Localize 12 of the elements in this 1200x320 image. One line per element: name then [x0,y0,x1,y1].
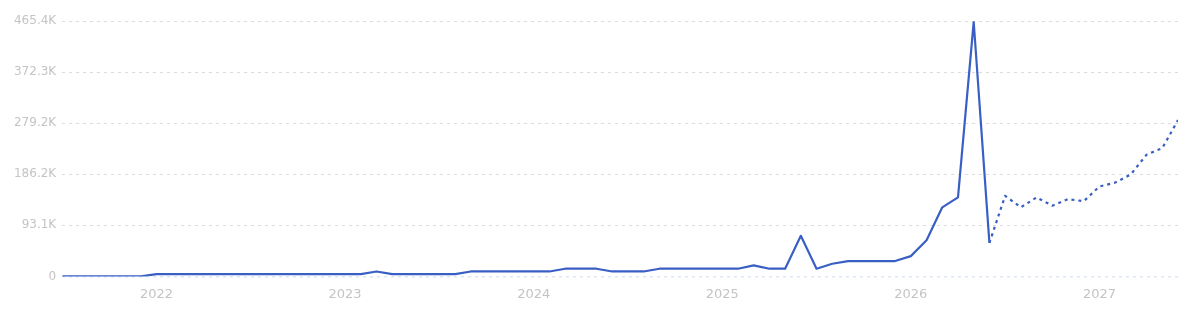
x-tick-label: 2022 [139,285,174,301]
x-tick-label: 2027 [1082,285,1116,301]
y-tick-label: 372.3K [13,64,58,79]
y-tick-label: 186.2K [13,166,58,181]
y-tick-label: 93.1K [21,217,58,232]
y-tick-label: 0 [48,268,57,283]
x-tick-label: 2026 [894,285,928,301]
x-tick-label: 2024 [517,285,551,301]
x-tick-label: 2023 [328,285,362,301]
x-tick-label: 2025 [705,285,739,301]
y-tick-label: 465.4K [13,13,58,28]
y-tick-label: 279.2K [13,115,58,130]
